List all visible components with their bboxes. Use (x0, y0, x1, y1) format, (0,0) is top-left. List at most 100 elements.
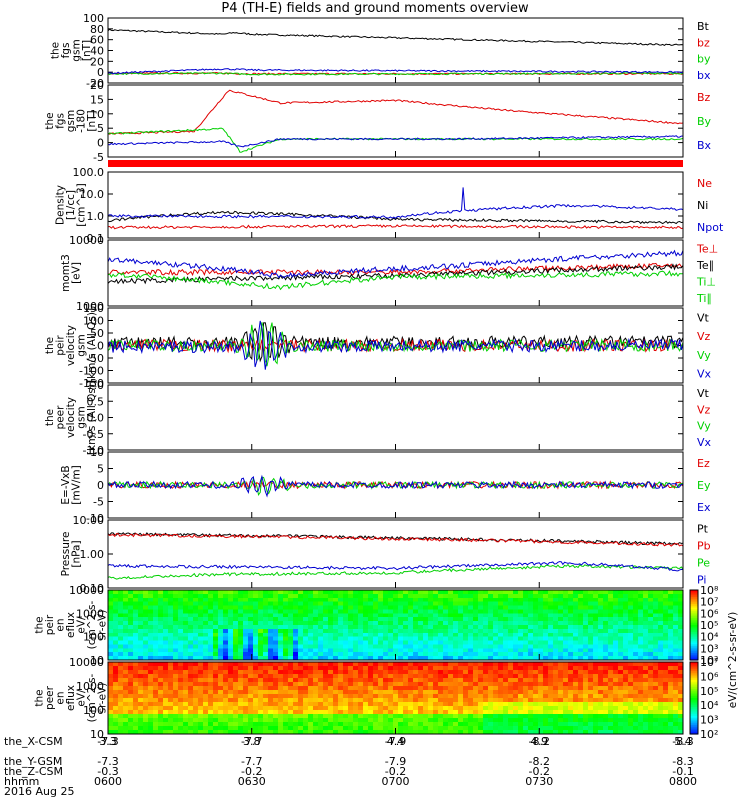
heat-cell (473, 636, 479, 642)
heat-cell (443, 621, 449, 626)
heat-cell (133, 656, 139, 661)
heat-cell (193, 710, 199, 715)
heat-cell (488, 706, 494, 711)
ytick-p3: 100.0 (73, 166, 105, 179)
heat-cell (558, 628, 564, 634)
heat-cell (373, 625, 379, 630)
heat-cell (413, 730, 419, 735)
heat-cell (313, 710, 319, 715)
heat-cell (368, 644, 374, 649)
heat-cell (248, 597, 254, 603)
heat-cell (388, 698, 394, 703)
heat-cell (678, 597, 684, 603)
heat-cell (328, 682, 334, 687)
heat-cell (638, 662, 644, 667)
heat-cell (428, 656, 434, 661)
heat-cell (488, 636, 494, 642)
heat-cell (618, 656, 624, 661)
heat-cell (633, 617, 639, 622)
heat-cell (598, 662, 604, 667)
ytick-p6: 0.5 (87, 395, 105, 408)
heat-cell (483, 682, 489, 687)
heat-cell (408, 718, 414, 723)
heat-cell (168, 666, 174, 671)
heat-cell (458, 656, 464, 661)
heat-cell (608, 730, 614, 735)
heat-cell (298, 686, 304, 691)
heat-cell (183, 625, 189, 630)
colorbar-tick: 10³ (700, 642, 718, 655)
heat-cell (468, 730, 474, 735)
heat-cell (663, 617, 669, 622)
heat-cell (528, 640, 534, 646)
heat-cell (408, 714, 414, 719)
heat-cell (313, 666, 319, 671)
heat-cell (408, 698, 414, 703)
heat-cell (508, 682, 514, 687)
heat-cell (588, 666, 594, 671)
heat-cell (323, 617, 329, 622)
heat-cell (503, 702, 509, 707)
heat-cell (468, 722, 474, 727)
heat-cell (623, 590, 629, 595)
heat-cell (413, 686, 419, 691)
heat-cell (288, 609, 294, 614)
heat-cell (598, 628, 604, 634)
heat-cell (273, 666, 279, 671)
colorbar-cell (690, 651, 698, 654)
heat-cell (358, 710, 364, 715)
heat-cell (388, 628, 394, 634)
xaxis-row-label: the_Z-CSM (4, 765, 63, 778)
heat-cell (448, 601, 454, 607)
heat-cell (198, 613, 204, 618)
heat-cell (183, 678, 189, 683)
heat-cell (323, 726, 329, 731)
heat-cell (638, 694, 644, 699)
heat-cell (553, 636, 559, 642)
heat-cell (508, 640, 514, 646)
heat-cell (188, 710, 194, 715)
heat-cell (248, 706, 254, 711)
heat-cell (673, 686, 679, 691)
heat-cell (373, 730, 379, 735)
heat-cell (613, 702, 619, 707)
heat-cell (263, 670, 269, 675)
heat-cell (133, 718, 139, 723)
heat-cell (643, 617, 649, 622)
heat-cell (148, 593, 154, 599)
heat-cell (538, 714, 544, 719)
heat-cell (303, 730, 309, 735)
heat-cell (613, 666, 619, 671)
heat-cell (158, 702, 164, 707)
heat-cell (108, 726, 114, 731)
heat-cell (168, 718, 174, 723)
heat-cell (253, 613, 259, 618)
heat-cell (588, 710, 594, 715)
heat-cell (473, 605, 479, 611)
heat-cell (603, 628, 609, 634)
heat-cell (538, 597, 544, 603)
heat-cell (668, 698, 674, 703)
heat-cell (163, 625, 169, 630)
heat-cell (578, 686, 584, 691)
heat-cell (308, 601, 314, 607)
heat-cell (298, 652, 304, 657)
heat-cell (158, 605, 164, 611)
heat-cell (388, 682, 394, 687)
heat-cell (618, 605, 624, 611)
heat-cell (138, 597, 144, 603)
legend-p8-Pe: Pe (697, 557, 710, 570)
heat-cell (558, 706, 564, 711)
heat-cell (343, 714, 349, 719)
heat-cell (223, 648, 229, 653)
heat-cell (323, 674, 329, 679)
heat-cell (478, 710, 484, 715)
heat-cell (478, 702, 484, 707)
heat-cell (243, 621, 249, 626)
heat-cell (248, 590, 254, 595)
heat-cell (493, 722, 499, 727)
heat-cell (163, 730, 169, 735)
heat-cell (248, 605, 254, 611)
heat-cell (393, 686, 399, 691)
heat-cell (233, 666, 239, 671)
